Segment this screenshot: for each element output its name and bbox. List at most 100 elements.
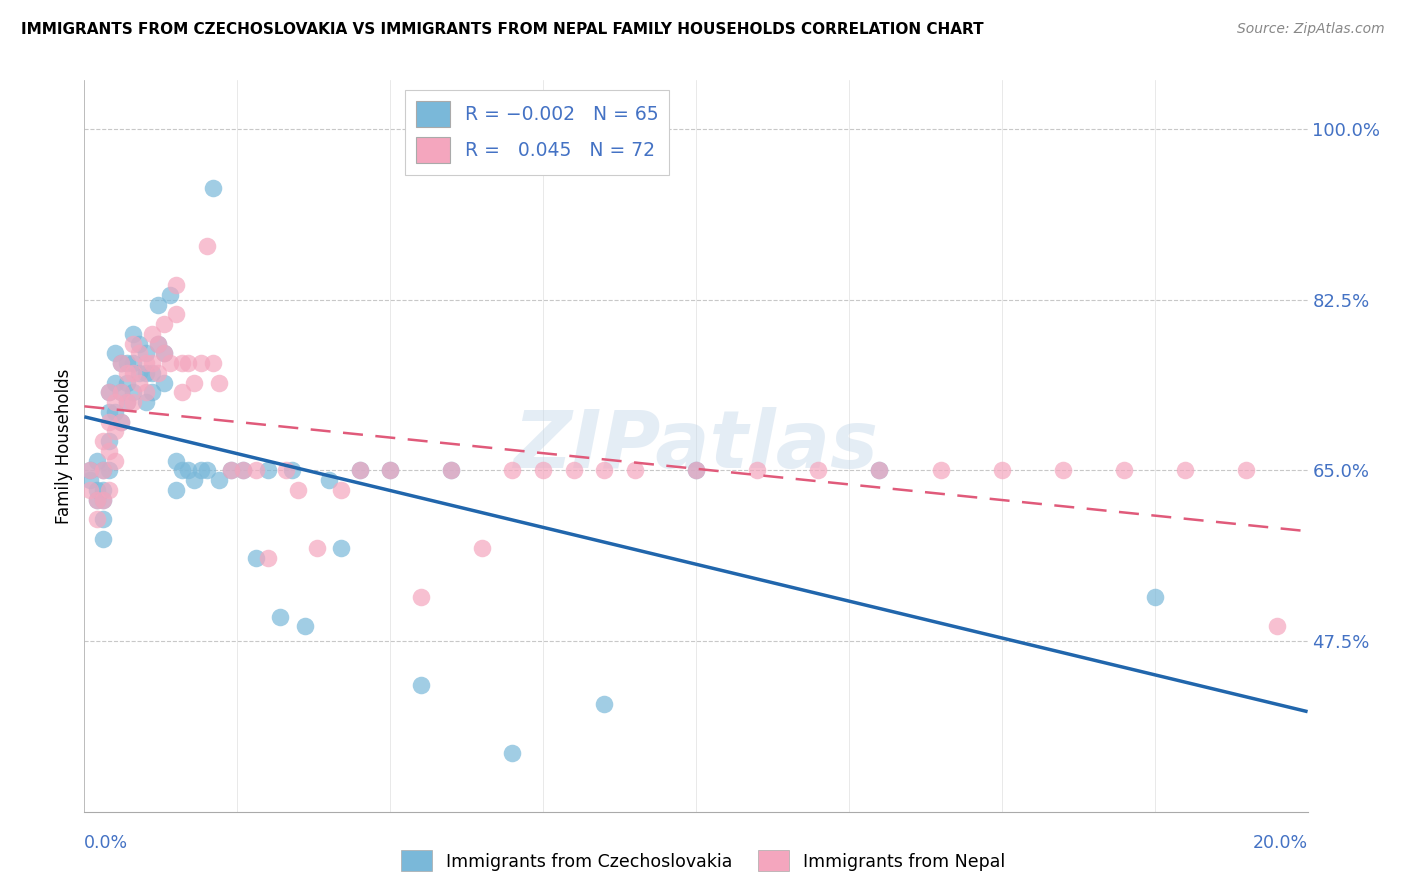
Point [232,463,254,477]
Point [97,415,120,429]
Point [128,346,150,360]
Point [122,356,145,370]
Point [502,463,524,477]
Point [97,463,120,477]
Point [593,698,616,712]
Point [380,463,402,477]
Text: ZIPatlas: ZIPatlas [513,407,879,485]
Point [165,307,187,321]
Point [153,317,176,331]
Point [409,678,432,692]
Text: 20.0%: 20.0% [1253,834,1308,852]
Point [869,463,891,477]
Point [146,366,169,380]
Point [471,541,494,556]
Point [104,376,127,390]
Point [141,326,163,341]
Point [141,356,163,370]
Point [172,356,194,370]
Text: 0.0%: 0.0% [84,834,128,852]
Point [91,483,114,497]
Point [122,336,145,351]
Point [318,473,340,487]
Point [1265,619,1288,633]
Point [97,385,120,400]
Point [440,463,463,477]
Point [153,346,176,360]
Point [440,463,463,477]
Point [245,551,267,566]
Point [104,453,127,467]
Point [104,405,127,419]
Point [257,463,280,477]
Point [141,366,163,380]
Point [1143,590,1166,604]
Legend: Immigrants from Czechoslovakia, Immigrants from Nepal: Immigrants from Czechoslovakia, Immigran… [394,843,1012,879]
Point [172,385,194,400]
Point [91,492,114,507]
Point [115,395,138,409]
Point [165,278,187,293]
Point [115,395,138,409]
Point [97,385,120,400]
Point [110,415,132,429]
Point [172,463,194,477]
Point [330,483,353,497]
Point [219,463,242,477]
Point [135,356,157,370]
Point [294,619,316,633]
Point [287,483,309,497]
Point [104,395,127,409]
Point [1052,463,1074,477]
Point [190,356,212,370]
Point [330,541,353,556]
Point [257,551,280,566]
Point [201,180,224,194]
Point [165,483,187,497]
Point [208,376,231,390]
Point [79,463,101,477]
Point [159,288,181,302]
Point [141,385,163,400]
Point [104,346,127,360]
Point [190,463,212,477]
Point [159,356,181,370]
Point [86,483,108,497]
Point [1114,463,1136,477]
Point [91,512,114,526]
Point [146,336,169,351]
Point [91,434,114,449]
Point [122,326,145,341]
Point [276,463,298,477]
Point [380,463,402,477]
Point [97,405,120,419]
Point [122,395,145,409]
Point [165,453,187,467]
Point [110,356,132,370]
Point [146,336,169,351]
Point [1174,463,1197,477]
Point [593,463,616,477]
Point [183,473,205,487]
Point [153,346,176,360]
Point [79,483,101,497]
Point [91,532,114,546]
Point [79,463,101,477]
Text: IMMIGRANTS FROM CZECHOSLOVAKIA VS IMMIGRANTS FROM NEPAL FAMILY HOUSEHOLDS CORREL: IMMIGRANTS FROM CZECHOSLOVAKIA VS IMMIGR… [21,22,984,37]
Point [135,395,157,409]
Point [104,425,127,439]
Point [409,590,432,604]
Point [97,483,120,497]
Point [562,463,585,477]
Point [807,463,830,477]
Point [201,356,224,370]
Point [115,366,138,380]
Point [305,541,328,556]
Point [685,463,707,477]
Point [91,492,114,507]
Point [128,366,150,380]
Point [349,463,371,477]
Point [122,366,145,380]
Point [86,512,108,526]
Point [79,473,101,487]
